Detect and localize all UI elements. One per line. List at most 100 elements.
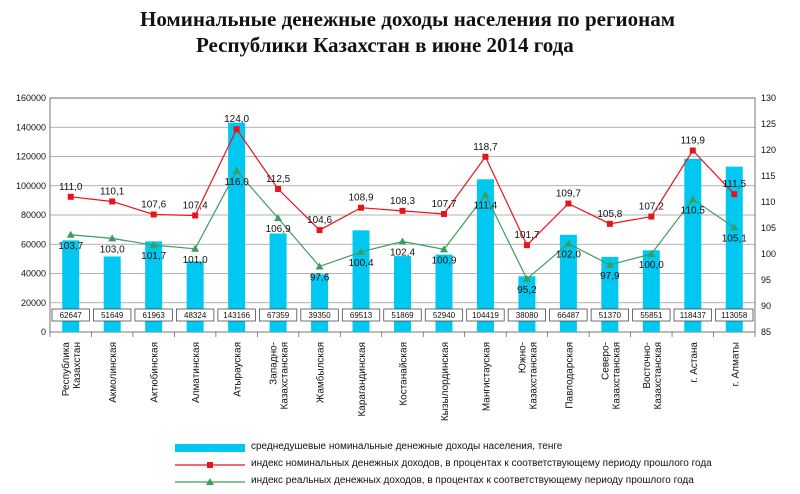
nominal-index-marker	[523, 242, 530, 249]
real-index-label: 100,9	[431, 255, 456, 266]
legend-label-bars: среднедушевые номинальные денежные доход…	[251, 441, 563, 452]
bar-value-label: 39350	[308, 311, 331, 320]
bar-value-box	[341, 308, 381, 322]
real-index-marker	[688, 195, 697, 203]
nominal-index-label: 104,6	[307, 215, 332, 226]
real-index-marker	[315, 262, 324, 270]
nominal-index-label: 101,7	[514, 230, 539, 241]
nominal-index-marker	[565, 200, 572, 207]
real-index-marker	[730, 223, 739, 231]
bar-value-box	[134, 308, 173, 322]
nominal-index-marker	[192, 212, 199, 219]
nominal-index-label: 108,9	[349, 193, 374, 204]
bar-value-label: 143166	[223, 311, 250, 320]
real-index-marker	[439, 245, 448, 253]
bar-value-box	[466, 308, 505, 322]
legend-label-nominal: индекс номинальных денежных доходов, в п…	[251, 458, 712, 469]
bar-value-label: 38080	[516, 311, 539, 320]
x-category-label: Казахстанская	[528, 342, 539, 409]
bar-value-box	[632, 308, 671, 322]
nominal-index-label: 112,5	[266, 174, 291, 185]
bar-value-label: 67359	[267, 311, 290, 320]
legend-swatch-real	[175, 478, 245, 485]
bar-value-label: 51370	[599, 311, 622, 320]
nominal-index-label: 110,1	[100, 186, 125, 197]
x-category-label: Жамбылская	[315, 342, 327, 403]
bar-value-label: 66487	[557, 311, 580, 320]
x-category-label: Павлодарская	[564, 342, 575, 409]
real-index-label: 105,1	[722, 233, 747, 244]
real-index-marker	[149, 241, 158, 249]
nominal-index-label: 118,7	[473, 142, 498, 153]
bar-value-label: 61963	[143, 311, 166, 320]
x-category-label: Казахстанская	[280, 342, 291, 409]
y-right-tick-label: 85	[761, 327, 771, 337]
chart-title-line-1: Номинальные денежные доходы населения по…	[140, 7, 675, 31]
bar-value-box	[590, 308, 629, 322]
bar-value-label: 62647	[60, 311, 83, 320]
real-index-marker	[564, 239, 573, 247]
real-index-marker	[481, 190, 490, 198]
nominal-index-label: 105,8	[597, 209, 622, 220]
real-index-label: 101,0	[183, 255, 208, 266]
x-category-label: Казахстан	[72, 342, 83, 389]
nominal-index-line	[70, 128, 735, 247]
real-index-label: 110,5	[681, 205, 706, 216]
bar-value-box	[176, 308, 215, 322]
nominal-index-marker	[731, 191, 738, 198]
bar-value-label: 55851	[640, 311, 663, 320]
bar-value-box	[424, 308, 464, 322]
nominal-index-label: 111,0	[59, 182, 83, 193]
bar-value-box	[383, 308, 422, 322]
real-index-label: 103,7	[58, 241, 83, 252]
x-category-label: Восточно-	[642, 342, 653, 389]
nominal-index-label: 124,0	[224, 114, 249, 125]
y-left-tick-label: 160000	[16, 93, 46, 103]
real-index-marker	[66, 230, 75, 238]
bar-value-box	[549, 308, 588, 322]
real-index-marker	[274, 214, 283, 222]
bar	[186, 261, 204, 332]
y-right-tick-label: 105	[761, 223, 776, 233]
x-category-label: Республика	[60, 342, 72, 397]
x-category-label: Мангистауская	[481, 342, 492, 411]
y-right-tick-label: 95	[761, 275, 771, 285]
bar	[684, 158, 702, 332]
real-index-label: 102,0	[556, 250, 581, 261]
bar-value-box	[93, 308, 132, 322]
real-index-marker	[647, 250, 656, 257]
nominal-index-label: 109,7	[556, 189, 581, 200]
bar-value-label: 48324	[184, 311, 207, 320]
bar-value-label: 52940	[433, 311, 456, 320]
x-category-label: Казахстанская	[611, 342, 622, 409]
y-left-tick-label: 60000	[21, 239, 46, 249]
real-index-marker	[108, 234, 117, 242]
nominal-index-label: 107,7	[431, 199, 456, 210]
x-category-label: Казахстанская	[653, 342, 664, 409]
y-left-tick-label: 120000	[16, 152, 46, 162]
nominal-index-marker	[316, 227, 323, 234]
nominal-index-marker	[648, 213, 655, 220]
x-category-label: Западно-	[269, 342, 280, 385]
nominal-index-label: 119,9	[681, 136, 706, 147]
nominal-index-marker	[358, 204, 365, 211]
bar-value-box	[300, 308, 339, 322]
bar	[559, 234, 577, 332]
y-left-tick-label: 40000	[21, 269, 46, 279]
real-index-marker	[232, 166, 241, 174]
x-category-label: г. Алматы	[730, 342, 741, 386]
x-category-label: Атырауская	[233, 342, 244, 397]
chart-title-line-2: Республики Казахстан в июне 2014 года	[196, 33, 574, 57]
x-category-label: Южно-	[517, 342, 528, 373]
nominal-index-marker	[233, 126, 240, 133]
nominal-index-marker	[275, 186, 282, 192]
nominal-index-marker	[482, 153, 489, 160]
real-index-label: 116,0	[224, 177, 249, 188]
x-category-label: Акмолинская	[108, 342, 119, 403]
nominal-index-label: 107,6	[141, 199, 166, 210]
nominal-index-marker	[399, 207, 406, 214]
x-category-label: Карагандинская	[357, 342, 368, 417]
x-category-label: Алматинская	[191, 342, 202, 403]
real-index-marker	[605, 260, 614, 268]
y-right-tick-label: 100	[761, 249, 776, 259]
